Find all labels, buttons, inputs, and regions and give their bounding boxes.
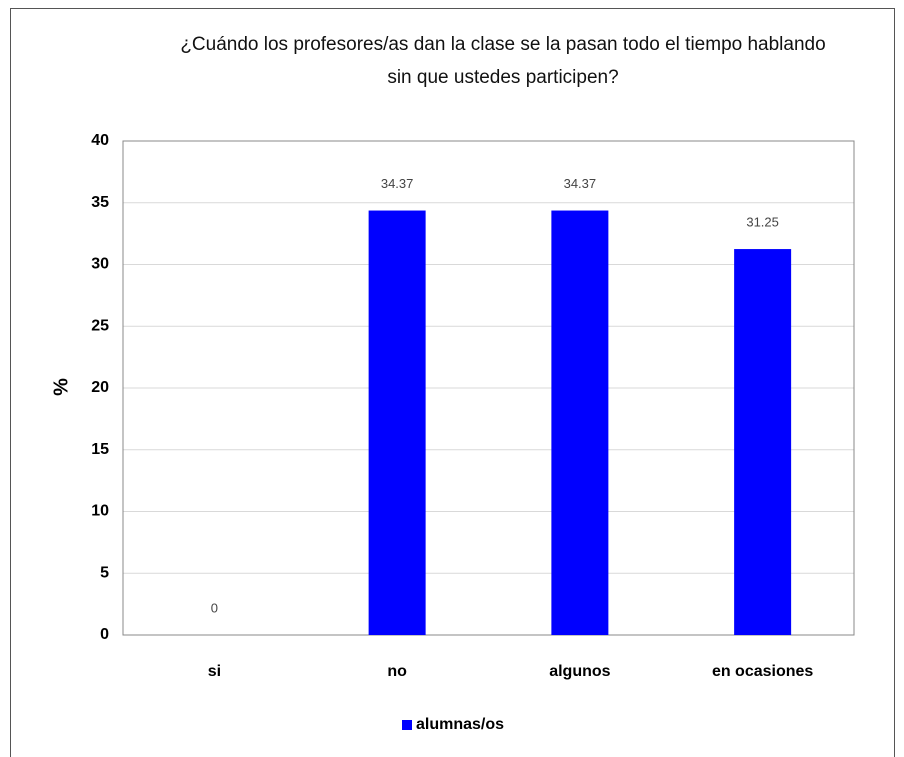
y-tick-label: 10 [91,503,109,520]
legend-label: alumnas/os [416,716,504,733]
y-tick-label: 20 [91,379,109,396]
value-label: 0 [211,600,218,615]
chart-frame [10,8,895,757]
value-label: 31.25 [746,215,779,230]
bar [734,249,792,635]
y-tick-label: 15 [91,441,109,458]
value-label: 34.37 [381,176,414,191]
y-tick-label: 30 [91,256,109,273]
chart-title: ¿Cuándo los profesores/as dan la clase s… [180,34,826,88]
y-axis-label: % [50,378,72,396]
y-tick-label: 35 [91,194,109,211]
bar [551,210,609,635]
value-label: 34.37 [564,176,597,191]
y-tick-label: 40 [91,132,109,149]
legend-swatch [402,720,412,730]
y-tick-label: 25 [91,317,109,334]
x-tick-label: algunos [549,663,610,680]
bar [368,210,426,635]
y-tick-label: 5 [100,564,109,581]
y-tick-label: 0 [100,626,109,643]
x-tick-label: no [387,663,407,680]
plot-border [122,140,855,636]
x-tick-label: en ocasiones [712,663,813,680]
x-tick-label: si [208,663,221,680]
